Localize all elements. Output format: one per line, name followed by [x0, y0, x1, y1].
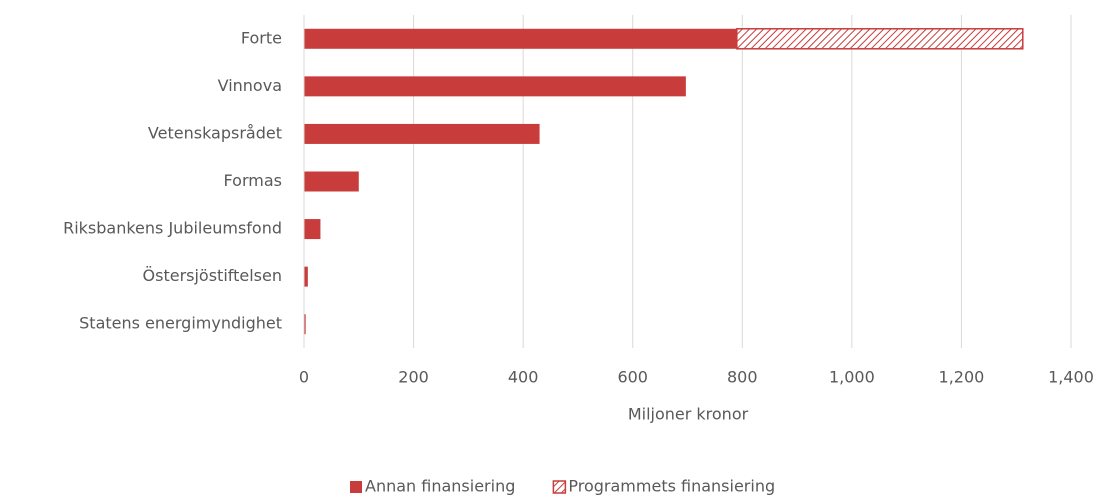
legend-label: Programmets finansiering — [568, 477, 775, 496]
bar — [736, 28, 1024, 50]
x-tick-label: 1,000 — [829, 368, 875, 387]
y-tick-label: Statens energimyndighet — [79, 314, 282, 333]
y-tick-label: Formas — [224, 171, 282, 190]
x-axis-title: Miljoner kronor — [628, 405, 749, 424]
bar — [304, 28, 737, 49]
y-tick-label: Forte — [241, 28, 282, 47]
bar — [304, 314, 306, 335]
x-tick-label: 1,200 — [939, 368, 985, 387]
x-tick-label: 200 — [398, 368, 429, 387]
bar — [304, 219, 321, 240]
x-tick-label: 800 — [727, 368, 758, 387]
legend-swatch — [552, 480, 567, 494]
y-tick-label: Östersjöstiftelsen — [143, 266, 282, 285]
x-tick-label: 0 — [299, 368, 309, 387]
bar — [304, 266, 308, 287]
bar — [304, 123, 540, 144]
y-tick-label: Riksbankens Jubileumsfond — [63, 219, 282, 238]
x-tick-label: 600 — [617, 368, 648, 387]
legend-label: Annan finansiering — [365, 477, 515, 496]
legend-swatch — [350, 481, 362, 493]
bar — [304, 171, 359, 192]
x-tick-label: 1,400 — [1048, 368, 1094, 387]
y-tick-label: Vetenskapsrådet — [148, 123, 282, 142]
y-tick-label: Vinnova — [218, 76, 282, 95]
x-tick-label: 400 — [508, 368, 539, 387]
bar — [304, 76, 686, 97]
